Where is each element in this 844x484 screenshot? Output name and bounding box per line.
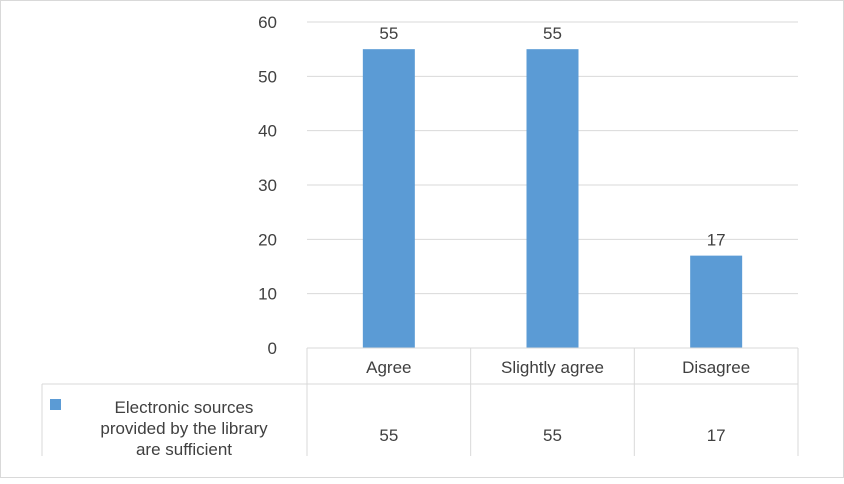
y-tick-label: 20 [258,230,277,249]
series-name: are sufficient [136,440,232,459]
bar [690,255,743,348]
legend-key [50,399,61,410]
data-label: 55 [543,24,562,43]
y-tick-label: 40 [258,122,277,141]
series-name: provided by the library [100,419,268,438]
table-value: 17 [707,426,726,445]
category-label: Slightly agree [501,358,604,377]
series-name: Electronic sources [115,398,254,417]
data-label: 17 [707,231,726,250]
table-value: 55 [379,426,398,445]
category-label: Agree [366,358,411,377]
y-axis-ticks: 0 10 20 30 40 50 60 [258,13,277,358]
bars [362,49,743,349]
bar [526,49,579,349]
category-label: Disagree [682,358,750,377]
y-tick-label: 30 [258,176,277,195]
y-tick-label: 60 [258,13,277,32]
table-value: 55 [543,426,562,445]
y-tick-label: 0 [268,339,277,358]
y-tick-label: 50 [258,67,277,86]
bar [362,49,415,349]
data-table: Agree Slightly agree Disagree Electronic so… [41,347,799,459]
y-tick-label: 10 [258,285,277,304]
data-label: 55 [379,24,398,43]
data-labels: 55 55 17 [379,24,725,249]
